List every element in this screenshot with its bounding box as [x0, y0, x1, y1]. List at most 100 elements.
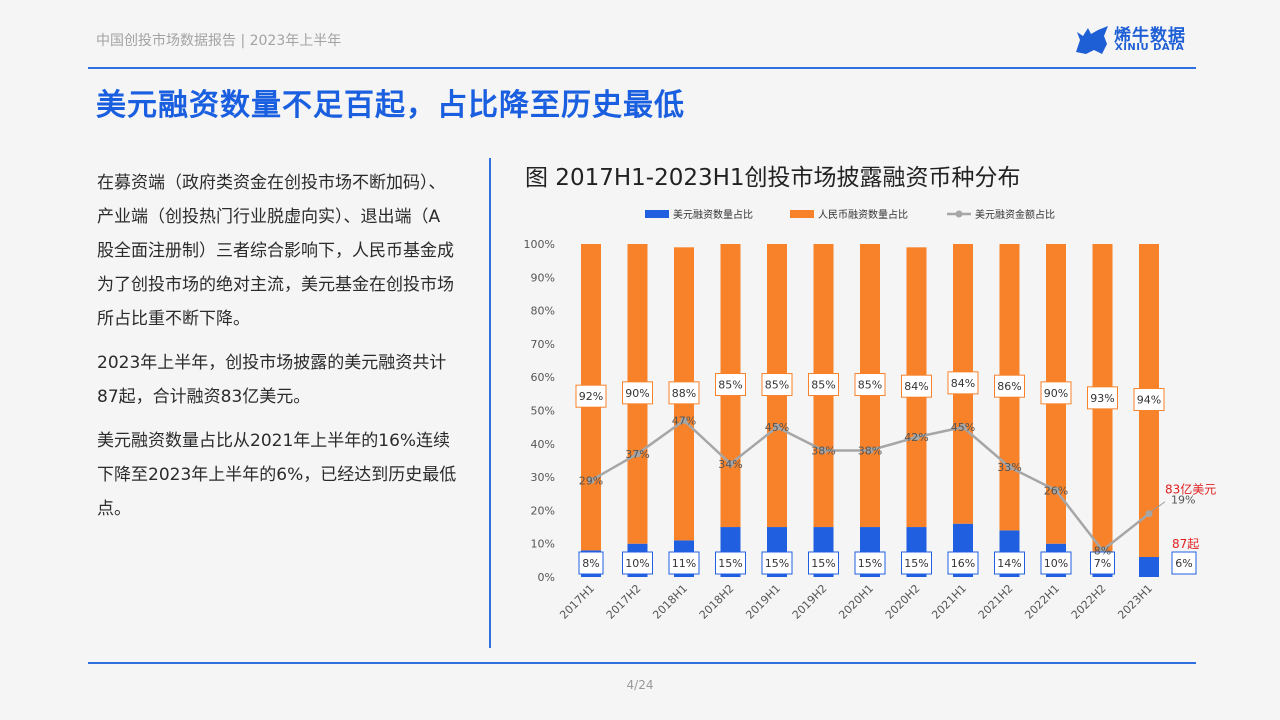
point-usd-amount	[1006, 463, 1013, 471]
data-label-usd-count: 11%	[672, 557, 696, 570]
data-label-usd-count-box	[994, 551, 1025, 575]
data-label-rmb-count: 92%	[579, 390, 603, 403]
summary-paragraph: 2023年上半年，创投市场披露的美元融资共计87起，合计融资83亿美元。	[97, 353, 447, 407]
y-tick-label: 0%	[538, 571, 555, 584]
page-number: 4/24	[626, 678, 654, 692]
x-tick-label: 2020H2	[883, 582, 923, 622]
data-label-rmb-count: 93%	[1090, 392, 1114, 405]
data-label-rmb-count-box	[947, 371, 979, 395]
legend-swatch-usd-count	[645, 210, 669, 218]
summary-text: 在募资端（政府类资金在创投市场不断加码）、产业端（创投热门行业脱虚向实）、退出端…	[97, 166, 457, 536]
data-label-usd-amount: 19%	[1171, 494, 1195, 507]
data-label-usd-count: 14%	[997, 557, 1021, 570]
data-label-usd-amount: 29%	[579, 474, 603, 487]
data-label-usd-count-box	[1171, 551, 1197, 575]
x-tick-label: 2018H2	[697, 582, 737, 622]
data-label-usd-count-box	[761, 551, 793, 575]
data-label-usd-amount: 33%	[997, 461, 1021, 474]
annotation-leader	[1150, 501, 1166, 513]
annotation-usd-amount: 83亿美元	[1165, 482, 1216, 497]
logo-text-cn: 烯牛数据	[1114, 26, 1186, 46]
data-label-rmb-count-box	[808, 373, 839, 397]
point-usd-amount	[773, 423, 781, 431]
y-tick-label: 10%	[531, 538, 555, 551]
point-usd-amount	[634, 450, 641, 458]
legend-label: 美元融资金额占比	[975, 208, 1055, 221]
data-label-rmb-count: 90%	[1044, 387, 1068, 400]
data-label-usd-count: 15%	[858, 557, 882, 570]
data-label-usd-amount: 45%	[765, 421, 789, 434]
bottom-divider	[88, 662, 1196, 664]
point-usd-amount	[587, 476, 595, 484]
data-label-rmb-count: 84%	[951, 377, 975, 390]
point-usd-amount	[1052, 486, 1060, 494]
data-label-usd-count: 15%	[718, 557, 742, 570]
rhino-logo-icon	[1076, 26, 1108, 54]
point-usd-amount	[959, 423, 967, 431]
data-label-rmb-count-box	[668, 381, 700, 405]
legend-swatch-rmb-count	[790, 210, 814, 218]
data-label-rmb-count: 90%	[625, 387, 649, 400]
data-label-rmb-count-box	[901, 374, 932, 398]
data-label-rmb-count: 94%	[1137, 394, 1161, 407]
x-tick-label: 2021H1	[929, 582, 969, 622]
point-usd-amount	[727, 460, 734, 468]
data-label-usd-count-box	[947, 551, 979, 575]
data-label-usd-amount: 42%	[904, 431, 928, 444]
data-label-usd-count: 15%	[765, 557, 789, 570]
data-label-rmb-count: 85%	[858, 379, 882, 392]
data-label-rmb-count: 86%	[997, 380, 1021, 393]
data-label-usd-count: 8%	[582, 557, 599, 570]
data-label-usd-count: 10%	[1044, 557, 1068, 570]
data-label-usd-count: 7%	[1094, 557, 1111, 570]
summary-paragraph: 在募资端（政府类资金在创投市场不断加码）、产业端（创投热门行业脱虚向实）、退出端…	[97, 173, 454, 329]
data-label-rmb-count-box	[622, 381, 653, 405]
data-label-rmb-count: 85%	[718, 379, 742, 392]
data-label-rmb-count: 88%	[672, 387, 696, 400]
point-usd-amount	[866, 446, 874, 454]
x-tick-label: 2022H2	[1069, 582, 1109, 622]
data-label-usd-count-box	[622, 551, 653, 575]
summary-paragraph: 美元融资数量占比从2021年上半年的16%连续下降至2023年上半年的6%，已经…	[97, 431, 457, 519]
legend-label: 人民币融资数量占比	[818, 208, 908, 221]
annotation-usd-count: 87起	[1172, 537, 1199, 551]
data-label-rmb-count-box	[1040, 381, 1072, 405]
point-usd-amount	[913, 433, 920, 441]
data-label-usd-count-box	[715, 551, 746, 575]
page-title: 美元融资数量不足百起，占比降至历史最低	[96, 88, 685, 123]
x-tick-label: 2020H1	[836, 582, 876, 622]
top-divider	[88, 67, 1196, 69]
data-label-usd-count-box	[578, 551, 604, 575]
data-label-rmb-count: 85%	[765, 379, 789, 392]
y-tick-label: 70%	[531, 338, 555, 351]
x-tick-label: 2017H2	[604, 582, 644, 622]
data-label-usd-count: 15%	[904, 557, 928, 570]
data-label-usd-amount: 38%	[811, 444, 835, 457]
y-tick-label: 90%	[531, 271, 555, 284]
x-tick-label: 2022H1	[1022, 582, 1062, 622]
point-usd-amount	[1145, 510, 1153, 518]
y-tick-label: 50%	[531, 405, 555, 418]
data-label-rmb-count-box	[1133, 388, 1165, 412]
data-label-rmb-count-box	[854, 373, 886, 397]
data-label-usd-amount: 8%	[1094, 544, 1111, 557]
x-tick-label: 2019H2	[790, 582, 830, 622]
data-label-usd-amount: 26%	[1044, 484, 1068, 497]
x-tick-label: 2017H1	[557, 582, 597, 622]
y-tick-label: 60%	[531, 371, 555, 384]
data-label-rmb-count: 84%	[904, 380, 928, 393]
y-tick-label: 30%	[531, 471, 555, 484]
data-label-usd-amount: 37%	[625, 448, 649, 461]
point-usd-amount	[680, 416, 688, 424]
data-label-usd-count-box	[668, 551, 700, 575]
data-label-rmb-count-box	[715, 373, 746, 397]
point-usd-amount	[820, 446, 827, 454]
report-header-title: 中国创投市场数据报告 | 2023年上半年	[96, 33, 342, 49]
currency-distribution-chart: 美元融资数量占比 人民币融资数量占比 美元融资金额占比 0% 10% 20% 30% 40% 5…	[524, 208, 1217, 622]
x-tick-label: 2023H1	[1115, 582, 1155, 622]
data-label-rmb-count-box	[761, 373, 793, 397]
data-label-usd-count-box	[854, 551, 886, 575]
y-tick-label: 20%	[531, 504, 555, 517]
xiniu-logo: 烯牛数据 XINIU DATA	[1074, 20, 1204, 60]
logo-text-en: XINIU DATA	[1115, 42, 1185, 53]
